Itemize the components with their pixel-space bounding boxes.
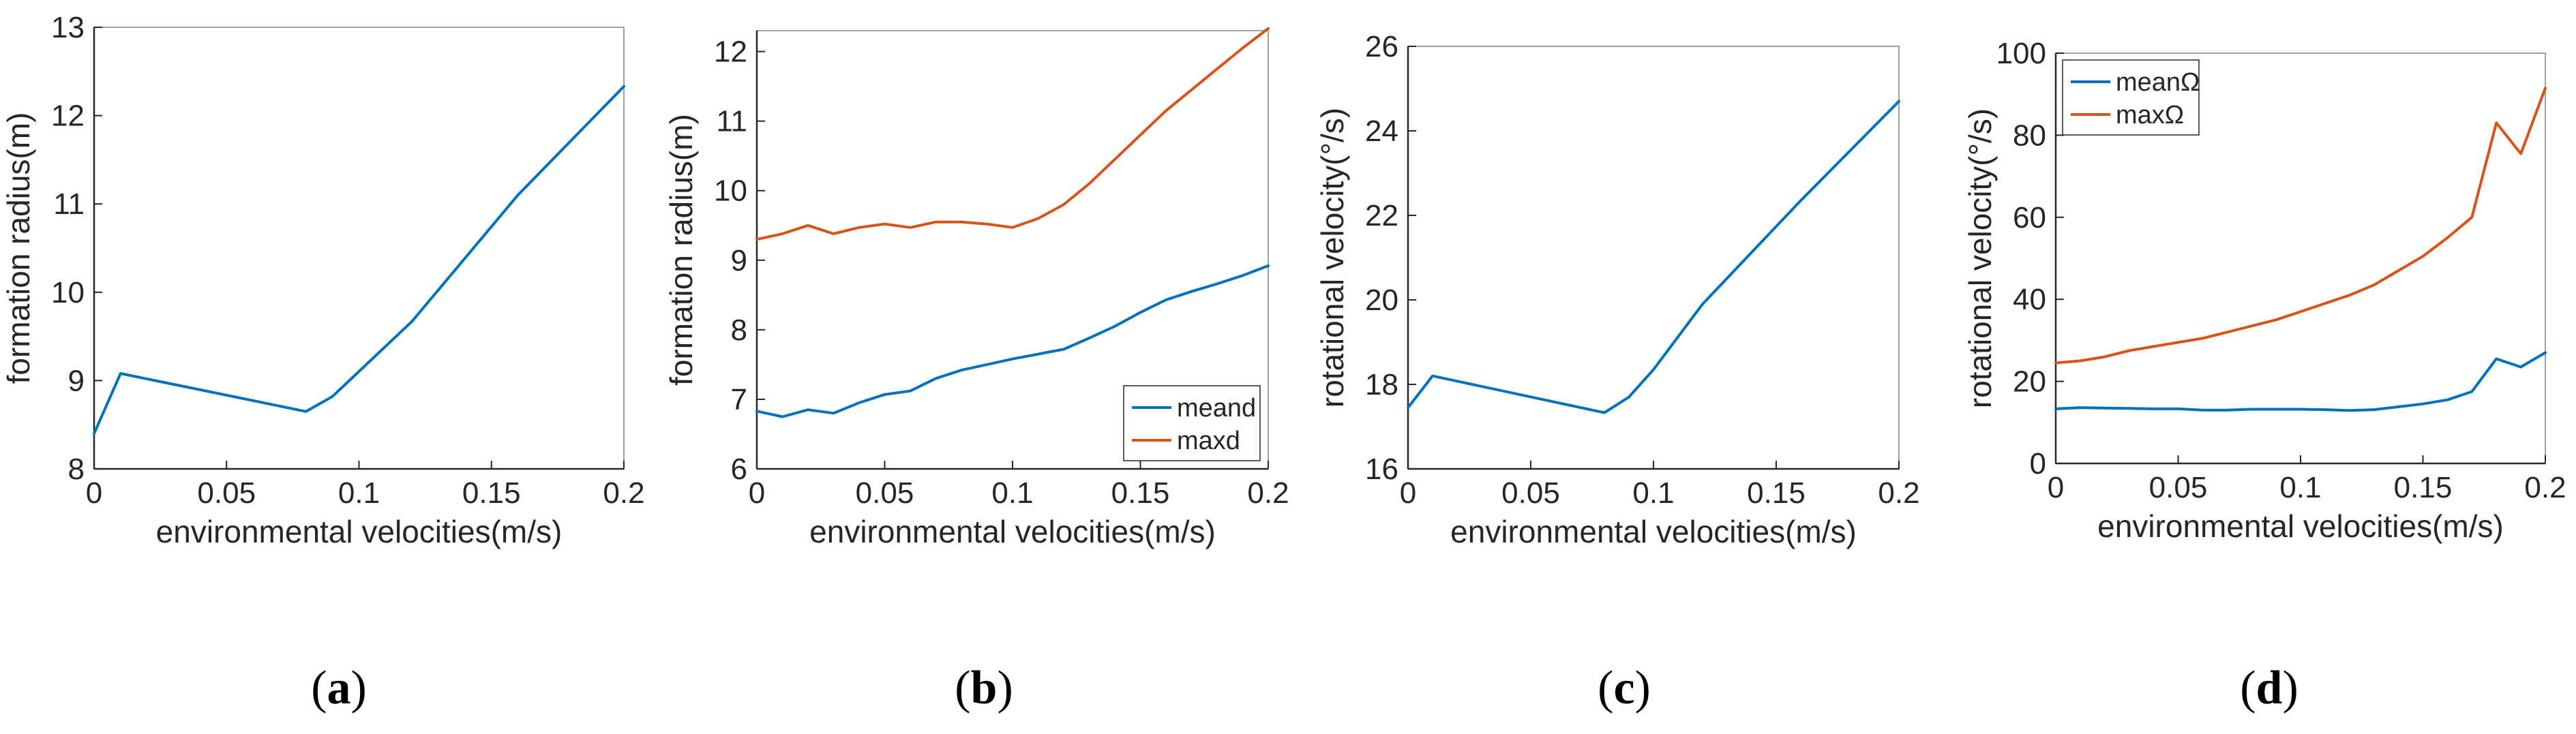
y-tick-label: 9 bbox=[731, 244, 747, 277]
panel-label-close: ) bbox=[1635, 662, 1651, 714]
y-axis-label: formation radius(m) bbox=[1, 112, 36, 384]
legend-label: meanΩ bbox=[2116, 68, 2200, 97]
series-line-meanΩ bbox=[2054, 351, 2547, 412]
y-tick-label: 12 bbox=[714, 35, 747, 69]
series-line-formation radius bbox=[93, 85, 625, 435]
panel-label-close: ) bbox=[351, 662, 367, 714]
chart-a: 0 0.05 0.1 0.15 0.2 8 9 10 11 12 13 environmental v… bbox=[1, 11, 645, 714]
x-tick-label: 0.15 bbox=[1111, 476, 1170, 510]
panel-label: (d) bbox=[2240, 662, 2298, 714]
x-tick-label: 0.05 bbox=[197, 476, 256, 510]
y-tick-label: 100 bbox=[1996, 37, 2046, 70]
y-tick-label: 6 bbox=[731, 453, 747, 486]
x-tick-label: 0.2 bbox=[1878, 476, 1919, 510]
x-tick-label: 0 bbox=[749, 476, 765, 510]
panel-label-letter: c bbox=[1613, 662, 1634, 714]
y-tick-label: 9 bbox=[68, 364, 85, 397]
panel-label-open: ( bbox=[1598, 662, 1613, 714]
y-tick-label: 8 bbox=[731, 314, 747, 347]
legend-label: maxΩ bbox=[2116, 101, 2184, 129]
x-axis-label: environmental velocities(m/s) bbox=[809, 514, 1216, 549]
y-tick-label: 10 bbox=[714, 174, 747, 208]
panel-label-open: ( bbox=[955, 662, 970, 714]
y-tick-label: 22 bbox=[1365, 199, 1398, 232]
x-tick-label: 0.15 bbox=[462, 476, 521, 510]
y-tick-label: 20 bbox=[1365, 284, 1398, 317]
y-axis-label: rotational velocity(°/s) bbox=[1962, 108, 1998, 408]
legend-label: meand bbox=[1177, 394, 1256, 423]
x-tick-label: 0.2 bbox=[603, 476, 644, 510]
panel-label-letter: d bbox=[2256, 662, 2283, 714]
panel-label-open: ( bbox=[2240, 662, 2256, 714]
x-tick-label: 0.15 bbox=[1747, 476, 1806, 510]
panel-label-letter: b bbox=[971, 662, 998, 714]
y-tick-label: 20 bbox=[2013, 365, 2046, 399]
legend-box bbox=[2062, 59, 2200, 136]
y-tick-label: 12 bbox=[51, 100, 85, 133]
x-axis-label: environmental velocities(m/s) bbox=[1450, 514, 1857, 549]
x-tick-label: 0.1 bbox=[338, 476, 380, 510]
series-line-meand bbox=[755, 264, 1270, 418]
x-tick-label: 0.05 bbox=[856, 476, 914, 510]
y-tick-label: 13 bbox=[51, 11, 85, 44]
chart-b: 0 0.05 0.1 0.15 0.2 6 7 8 9 10 11 12 environmental v… bbox=[663, 27, 1289, 714]
y-tick-label: 11 bbox=[716, 105, 747, 138]
panel-label: (c) bbox=[1598, 662, 1651, 714]
legend: meanΩ maxΩ bbox=[2062, 59, 2200, 136]
panel-label-letter: a bbox=[327, 662, 351, 714]
legend-label: maxd bbox=[1177, 427, 1240, 455]
y-axis-label: formation radius(m) bbox=[663, 114, 699, 386]
x-tick-label: 0 bbox=[1400, 476, 1416, 510]
legend: meand maxd bbox=[1123, 385, 1261, 461]
y-tick-label: 16 bbox=[1365, 453, 1398, 486]
x-tick-label: 0.1 bbox=[1632, 476, 1674, 510]
x-tick-label: 0.15 bbox=[2394, 471, 2453, 504]
y-tick-label: 60 bbox=[2013, 201, 2046, 234]
series-line-maxd bbox=[755, 27, 1270, 241]
y-tick-label: 80 bbox=[2013, 119, 2046, 152]
y-tick-label: 24 bbox=[1365, 114, 1398, 148]
panel-label-close: ) bbox=[2282, 662, 2298, 714]
panel-label-close: ) bbox=[997, 662, 1013, 714]
x-tick-label: 0.05 bbox=[1501, 476, 1560, 510]
y-tick-label: 26 bbox=[1365, 30, 1398, 63]
x-tick-label: 0.2 bbox=[1247, 476, 1289, 510]
panel-label: (b) bbox=[955, 662, 1013, 714]
chart-c: 0 0.05 0.1 0.15 0.2 16 18 20 22 24 26 environmental… bbox=[1315, 30, 1920, 714]
y-tick-label: 11 bbox=[53, 187, 85, 221]
y-tick-label: 8 bbox=[68, 453, 85, 486]
y-tick-label: 7 bbox=[731, 383, 747, 416]
plot-frame bbox=[1407, 46, 1900, 470]
plot-frame bbox=[93, 27, 625, 470]
x-axis-label: environmental velocities(m/s) bbox=[2097, 508, 2504, 544]
x-tick-label: 0.2 bbox=[2524, 471, 2566, 504]
x-tick-label: 0.1 bbox=[2279, 471, 2321, 504]
x-tick-label: 0.05 bbox=[2149, 471, 2208, 504]
series-line-rotational velocity bbox=[1407, 100, 1900, 414]
y-axis-label: rotational velocity(°/s) bbox=[1315, 108, 1350, 408]
panel-label: (a) bbox=[311, 662, 367, 714]
panel-label-open: ( bbox=[311, 662, 327, 714]
x-tick-label: 0.1 bbox=[991, 476, 1033, 510]
y-tick-label: 10 bbox=[51, 276, 85, 309]
x-axis-label: environmental velocities(m/s) bbox=[156, 514, 563, 549]
x-tick-label: 0 bbox=[86, 476, 102, 510]
y-tick-label: 0 bbox=[2030, 447, 2046, 480]
chart-d: 0 0.05 0.1 0.15 0.2 0 20 40 60 80 100 environmental… bbox=[1962, 37, 2566, 714]
series-line-maxΩ bbox=[2054, 87, 2547, 365]
y-tick-label: 18 bbox=[1365, 368, 1398, 401]
x-tick-label: 0 bbox=[2048, 471, 2064, 504]
legend-box bbox=[1123, 385, 1261, 461]
y-tick-label: 40 bbox=[2013, 283, 2046, 316]
